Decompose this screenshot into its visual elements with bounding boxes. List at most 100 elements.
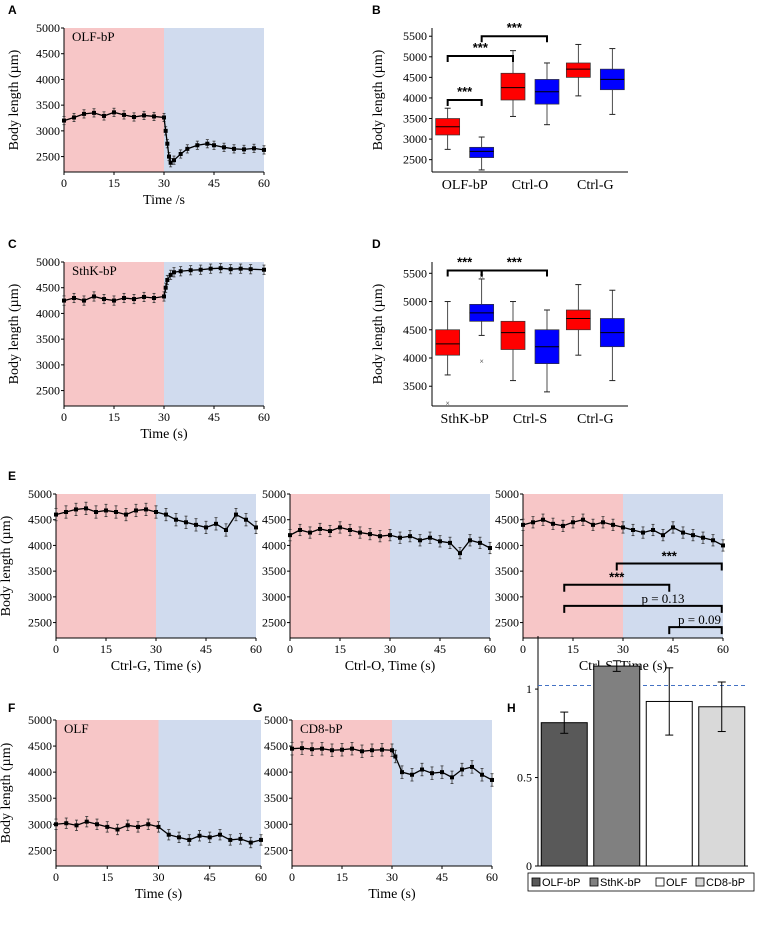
legend-label: OLF-bP <box>542 877 581 889</box>
y-tick-label: 1 <box>526 682 532 696</box>
data-point <box>248 840 253 845</box>
data-point <box>631 528 635 532</box>
y-tick-label: 4500 <box>403 323 427 337</box>
x-tick-label: 45 <box>200 642 212 656</box>
y-tick-label: 3000 <box>262 590 286 604</box>
significance-label: *** <box>507 20 523 35</box>
data-point <box>122 112 126 117</box>
data-point <box>164 512 168 517</box>
significance-label: *** <box>662 548 678 563</box>
x-tick-label: 30 <box>384 642 396 656</box>
significance-bracket <box>480 35 548 43</box>
data-point <box>320 746 324 751</box>
data-point <box>242 147 246 152</box>
outlier-mark: × <box>445 399 450 408</box>
y-tick-label: 4000 <box>264 765 288 779</box>
outlier-mark: × <box>479 357 484 366</box>
data-point <box>340 747 344 752</box>
y-tick-label: 4000 <box>36 306 60 320</box>
data-point <box>458 551 462 556</box>
data-point <box>310 747 314 752</box>
data-point <box>162 294 166 299</box>
significance-label: *** <box>473 40 489 55</box>
box-red <box>565 62 591 78</box>
significance-bracket <box>446 269 483 277</box>
data-point <box>531 520 535 525</box>
data-point <box>166 832 171 837</box>
series-line <box>291 747 493 781</box>
y-tick-label: 2500 <box>495 616 519 630</box>
group-label: Ctrl-G <box>577 412 614 427</box>
x-tick-label: 0 <box>520 642 526 656</box>
y-tick-label: 4000 <box>36 72 60 86</box>
y-tick-label: 5000 <box>264 713 288 727</box>
y-tick-label: 3500 <box>264 791 288 805</box>
data-point <box>163 285 168 290</box>
x-tick-label: 60 <box>250 642 262 656</box>
legend-swatch <box>531 877 541 887</box>
data-point <box>551 521 555 526</box>
x-tick-label: 0 <box>287 642 293 656</box>
y-tick-label: 3500 <box>36 332 60 346</box>
data-point <box>228 837 233 842</box>
data-point <box>400 770 404 775</box>
x-axis-label: Ctrl-G, Time (s) <box>111 659 202 674</box>
y-tick-label: 5000 <box>36 21 60 35</box>
data-point <box>64 510 68 514</box>
y-tick-label: 4000 <box>403 351 427 365</box>
data-point <box>156 824 161 829</box>
data-point <box>177 835 181 840</box>
data-point <box>641 530 645 535</box>
x-tick-label: 60 <box>717 642 729 656</box>
y-tick-label: 5000 <box>262 487 286 501</box>
data-point <box>410 772 414 777</box>
chart-panel-d: 3500 4000 4500 5000 5500 SthK-bP Ctrl-S Ctrl-G ×… <box>371 254 628 427</box>
data-point <box>378 534 382 539</box>
data-point <box>187 837 192 842</box>
y-tick-label: 2500 <box>262 616 286 630</box>
significance-label: *** <box>609 570 625 585</box>
y-axis-label: Body length (µm) <box>371 49 386 150</box>
data-point <box>490 777 494 782</box>
data-point <box>162 115 166 120</box>
x-axis-label: Ctrl-O, Time (s) <box>345 659 436 674</box>
y-tick-label: 5000 <box>403 295 427 309</box>
data-point <box>338 525 342 530</box>
box-red <box>500 72 526 101</box>
data-point <box>671 525 675 530</box>
data-point <box>82 111 86 116</box>
panel-label-a: A <box>8 3 17 17</box>
box-blue <box>469 146 495 158</box>
data-point <box>430 771 434 776</box>
data-point <box>328 529 332 534</box>
data-point <box>168 272 173 277</box>
data-point <box>252 146 256 151</box>
y-tick-label: 4000 <box>28 538 52 552</box>
y-tick-label: 4500 <box>264 739 288 753</box>
data-point <box>72 296 76 300</box>
data-point <box>621 525 625 530</box>
y-tick-label: 3000 <box>28 590 52 604</box>
data-point <box>438 539 442 544</box>
legend-box <box>527 872 755 892</box>
chart-panel-g: 2500 3000 3500 4000 4500 5000 0 15 30 45 60 CD8-bP T… <box>264 713 498 902</box>
legend-swatch <box>589 877 599 887</box>
data-point <box>136 824 140 829</box>
data-point <box>218 266 223 271</box>
chart-panel-b: 2500 3000 3500 4000 4500 5000 5500 OLF-bP Ctrl-O… <box>371 20 628 193</box>
panel-title: OLF-bP <box>72 29 115 44</box>
data-point <box>468 538 472 543</box>
legend-label: SthK-bP <box>600 877 641 889</box>
data-point <box>290 746 294 751</box>
data-point <box>132 297 136 302</box>
data-point <box>448 540 452 545</box>
y-tick-label: 0.5 <box>517 771 532 785</box>
y-axis-label: Body length (µm) <box>7 283 22 384</box>
panel-label-c: C <box>8 237 17 251</box>
data-point <box>420 767 424 772</box>
y-tick-label: 5000 <box>495 487 519 501</box>
x-tick-label: 15 <box>101 870 113 884</box>
x-tick-label: 0 <box>53 870 59 884</box>
y-tick-label: 2500 <box>36 384 60 398</box>
data-point <box>480 772 484 777</box>
